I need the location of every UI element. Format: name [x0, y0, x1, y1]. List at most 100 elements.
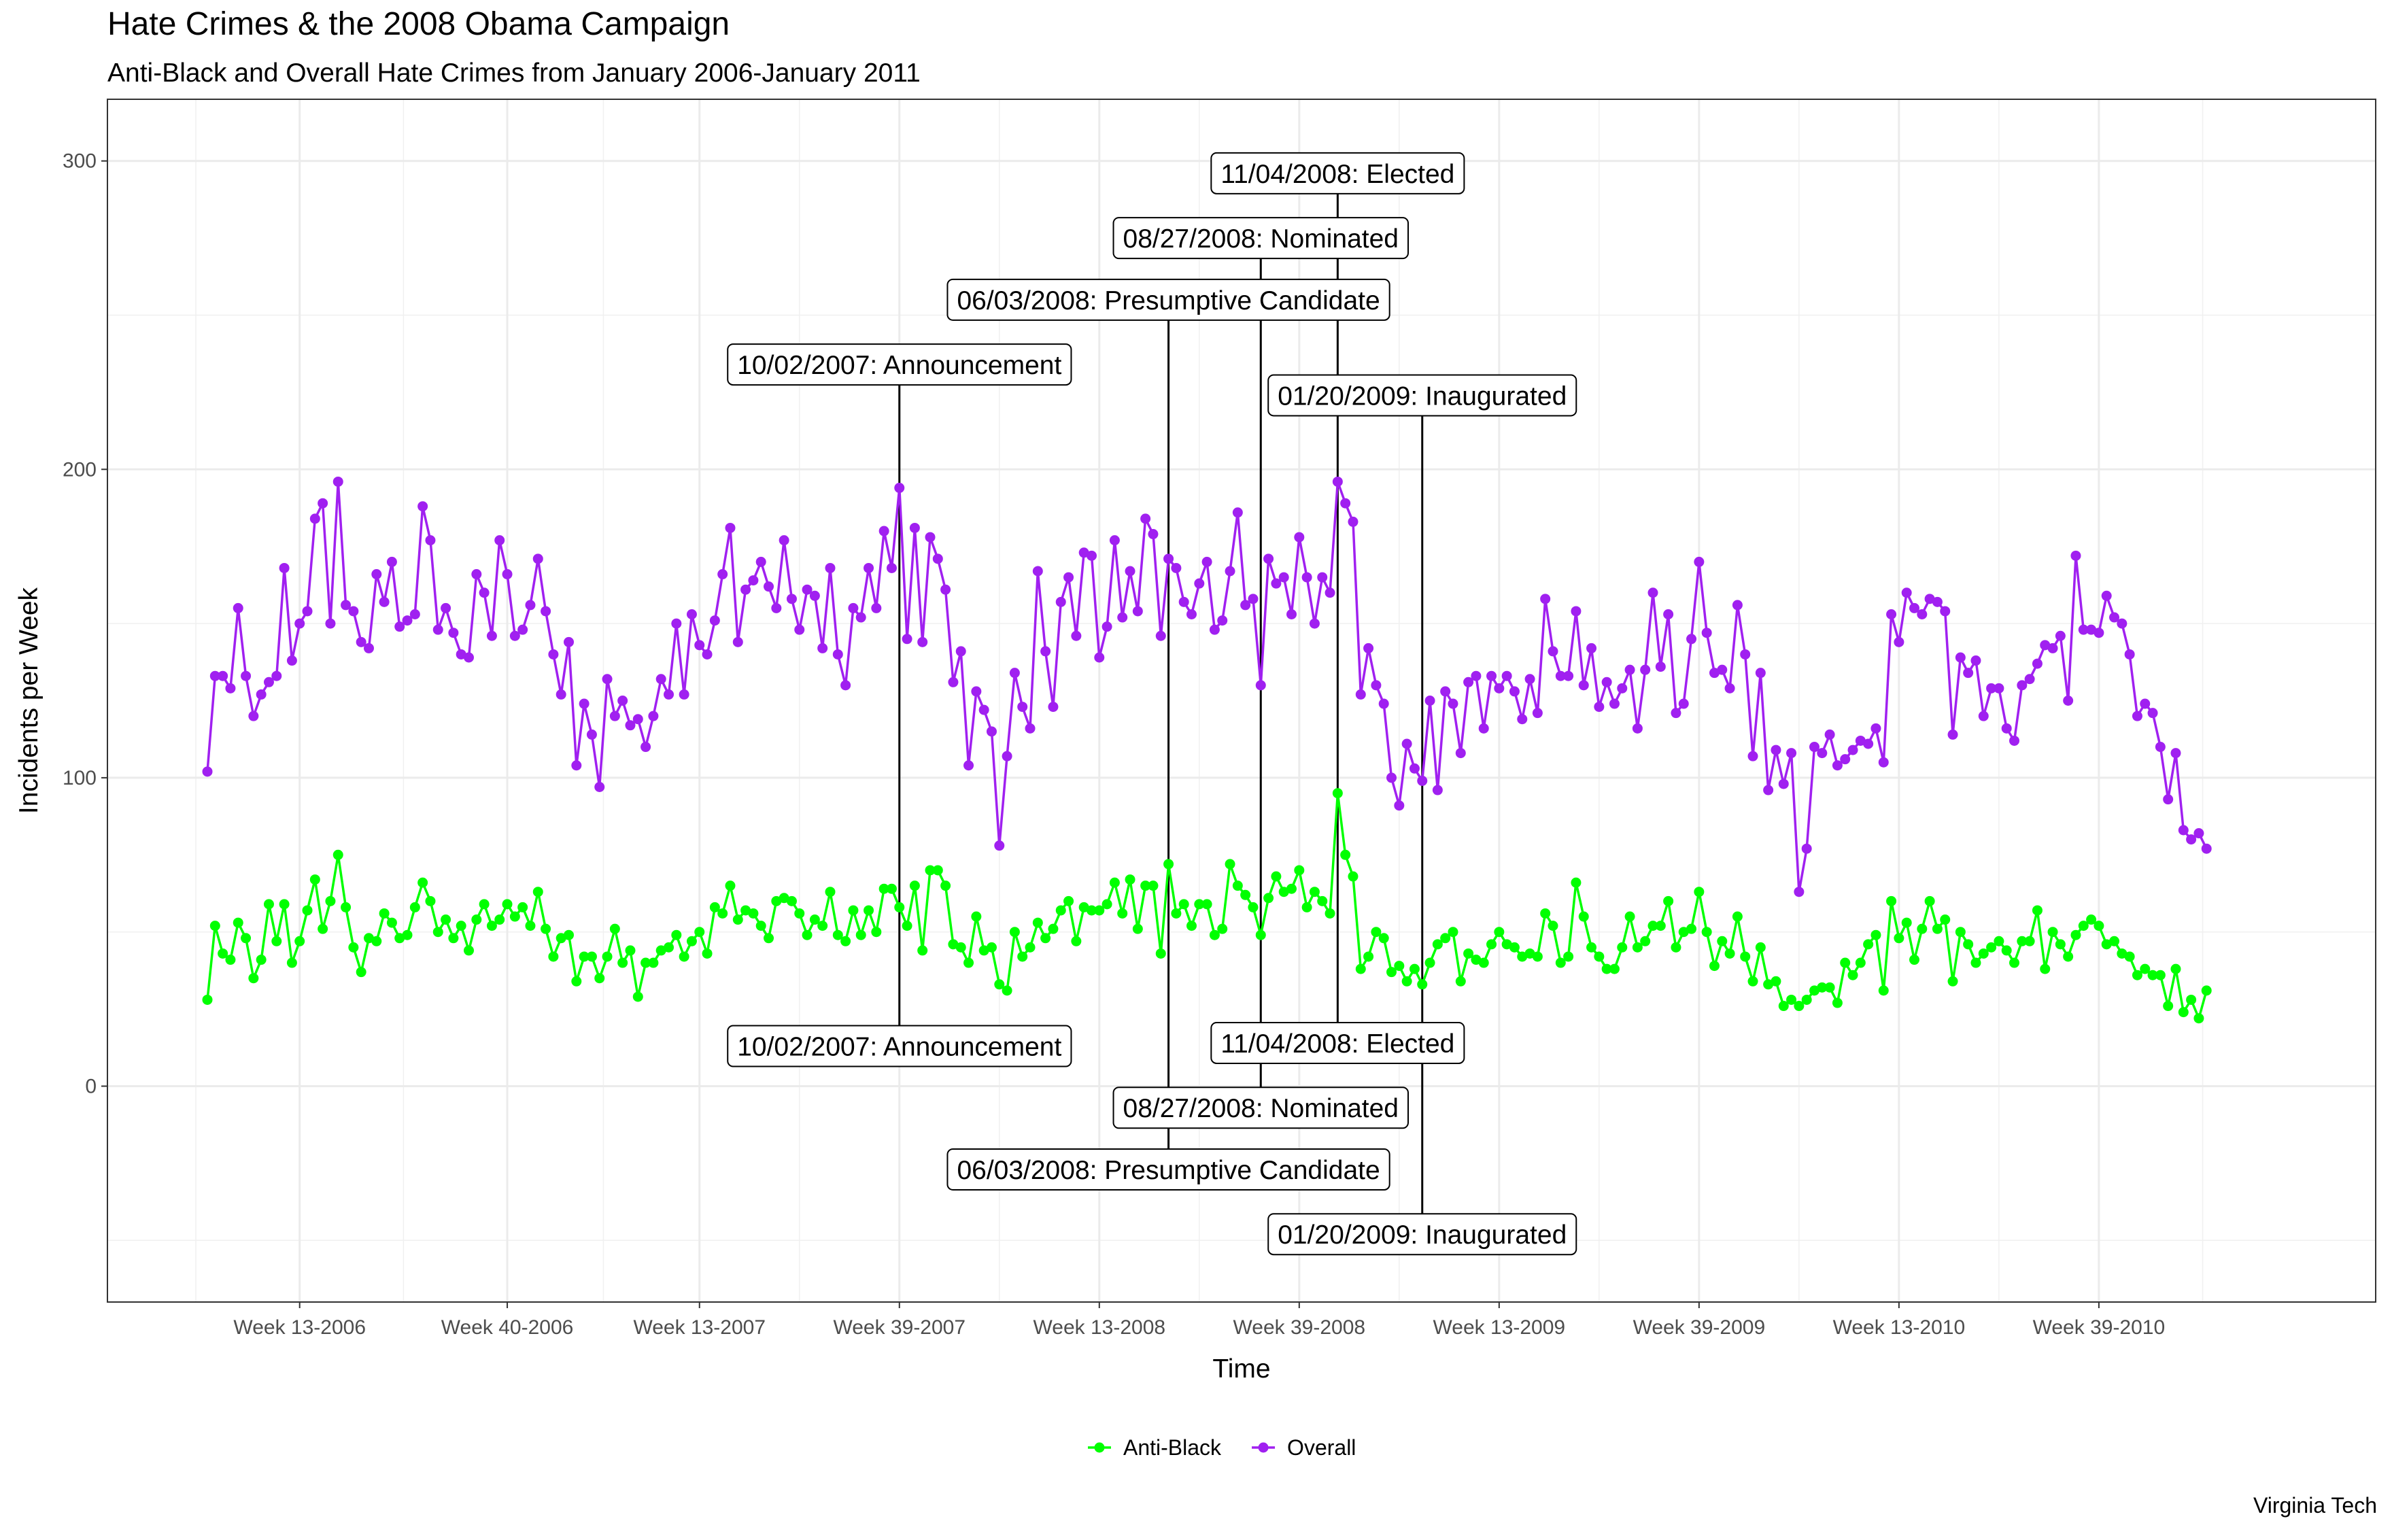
data-point: [1932, 923, 1943, 934]
data-point: [2009, 957, 2020, 968]
annotation-label: 10/02/2007: Announcement: [727, 1025, 1072, 1067]
data-point: [1940, 914, 1951, 925]
x-tick-label: Week 13-2010: [1833, 1316, 1966, 1339]
data-point: [525, 921, 536, 931]
data-point: [1870, 723, 1881, 734]
legend-item: Overall: [1252, 1435, 1356, 1460]
data-point: [225, 683, 236, 694]
annotation-box: [946, 278, 1390, 321]
data-point: [2201, 985, 2212, 996]
data-point: [786, 895, 797, 906]
data-point: [1378, 933, 1389, 944]
data-point: [494, 914, 505, 925]
data-point: [356, 636, 366, 647]
data-point: [848, 602, 859, 613]
data-point: [1909, 955, 1919, 965]
data-point: [1701, 927, 1712, 938]
data-point: [1009, 668, 1020, 679]
data-point: [294, 936, 305, 946]
data-point: [671, 929, 682, 940]
data-point: [648, 711, 659, 721]
data-point: [417, 877, 428, 888]
data-point: [832, 929, 843, 940]
annotation-label: 01/20/2009: Inaugurated: [1267, 374, 1577, 417]
data-point: [494, 535, 505, 546]
data-point: [1386, 967, 1397, 978]
data-point: [894, 483, 905, 494]
data-point: [1109, 877, 1120, 888]
data-point: [332, 849, 343, 860]
data-point: [556, 933, 566, 944]
data-point: [456, 921, 466, 931]
data-point: [432, 927, 443, 938]
data-point: [648, 957, 659, 968]
x-tick-label: Week 39-2010: [2033, 1316, 2166, 1339]
data-point: [809, 914, 820, 925]
annotation-label: 11/04/2008: Elected: [1210, 1021, 1465, 1064]
data-point: [1263, 893, 1274, 904]
data-point: [1424, 696, 1435, 706]
data-point: [1632, 942, 1643, 953]
data-point: [825, 562, 836, 573]
data-point: [2032, 905, 2043, 916]
data-point: [1132, 923, 1143, 934]
data-point: [1401, 976, 1412, 987]
data-point: [1355, 963, 1366, 974]
data-point: [2170, 748, 2181, 759]
data-point: [1940, 606, 1951, 617]
annotation-text: 10/02/2007: Announcement: [737, 351, 1061, 380]
data-point: [1740, 951, 1751, 962]
data-point: [1278, 572, 1289, 583]
data-point: [1686, 634, 1697, 645]
data-point: [932, 553, 943, 564]
data-point: [1855, 957, 1866, 968]
data-point: [1832, 997, 1843, 1008]
data-point: [1540, 908, 1551, 919]
data-point: [1548, 646, 1558, 657]
chart-caption: Virginia Tech: [2253, 1493, 2377, 1518]
data-point: [325, 895, 336, 906]
data-point: [1840, 957, 1851, 968]
data-point: [1448, 927, 1458, 938]
data-point: [955, 646, 966, 657]
data-point: [1086, 550, 1097, 561]
data-point: [1809, 985, 1819, 996]
data-point: [1063, 572, 1074, 583]
data-point: [1671, 942, 1681, 953]
data-point: [1209, 929, 1220, 940]
x-tick-label: Week 39-2007: [833, 1316, 966, 1339]
data-point: [2086, 624, 2097, 635]
data-point: [1155, 948, 1166, 959]
data-point: [1486, 670, 1497, 681]
data-point: [886, 883, 897, 894]
series-overall: [202, 476, 2212, 897]
data-point: [1963, 939, 1974, 950]
data-point: [1217, 923, 1228, 934]
data-point: [1832, 760, 1843, 771]
data-point: [1640, 664, 1651, 675]
data-point: [794, 624, 805, 635]
annotation-box: [1210, 152, 1465, 194]
data-point: [1694, 556, 1705, 567]
data-point: [1601, 677, 1612, 687]
data-point: [1886, 609, 1897, 619]
data-point: [1309, 887, 1320, 897]
data-point: [702, 649, 713, 660]
data-point: [309, 513, 320, 524]
data-point: [2124, 649, 2135, 660]
data-point: [971, 911, 982, 922]
data-point: [1947, 729, 1958, 740]
data-point: [932, 865, 943, 876]
data-point: [1963, 668, 1974, 679]
data-point: [1009, 927, 1020, 938]
data-point: [1325, 908, 1335, 919]
data-point: [1878, 757, 1889, 768]
data-point: [1901, 587, 1912, 598]
data-point: [1617, 683, 1628, 694]
annotation-lines: [898, 173, 1424, 1235]
data-point: [2040, 963, 2051, 974]
data-point: [1271, 871, 1282, 882]
data-point: [1355, 689, 1366, 700]
data-point: [602, 951, 613, 962]
data-point: [2055, 630, 2066, 641]
